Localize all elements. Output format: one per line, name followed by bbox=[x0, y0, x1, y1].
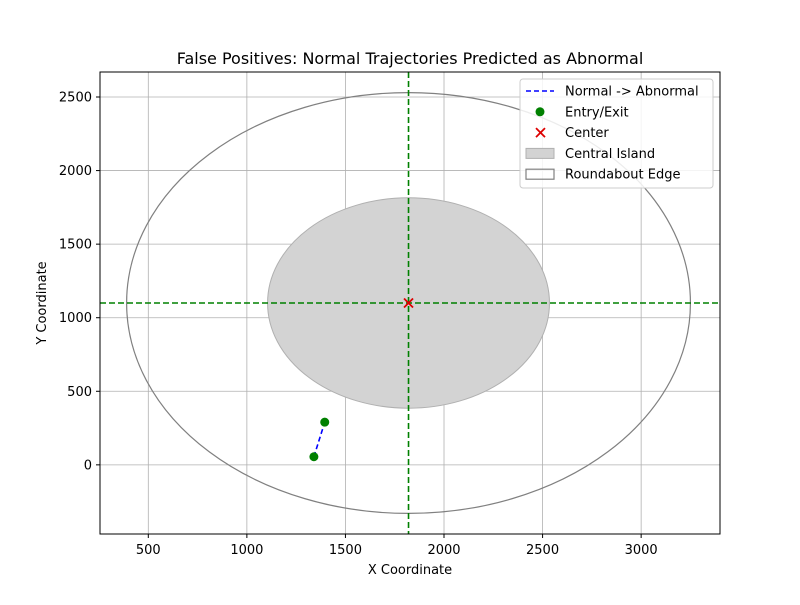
y-tick-label: 1500 bbox=[59, 238, 92, 253]
x-tick-label: 1000 bbox=[230, 543, 263, 558]
x-tick-label: 2500 bbox=[526, 543, 559, 558]
legend-box bbox=[519, 78, 714, 189]
legend-label: Central Island bbox=[565, 147, 655, 162]
x-tick-label: 3000 bbox=[625, 543, 658, 558]
legend-label: Entry/Exit bbox=[565, 105, 629, 120]
legend-item: Normal -> Abnormal bbox=[526, 85, 699, 100]
entry-exit-point bbox=[320, 417, 330, 427]
legend-item: Central Island bbox=[525, 147, 655, 162]
y-tick-label: 2000 bbox=[59, 164, 92, 179]
y-tick-label: 500 bbox=[67, 385, 92, 400]
plot-frame bbox=[99, 71, 721, 535]
legend-label: Roundabout Edge bbox=[565, 168, 681, 183]
chart-title: False Positives: Normal Trajectories Pre… bbox=[177, 49, 644, 68]
legend-item: Roundabout Edge bbox=[525, 168, 681, 183]
center-marker-stroke bbox=[403, 297, 414, 309]
center-marker bbox=[403, 297, 414, 309]
plot-layer bbox=[100, 72, 720, 534]
x-tick-label: 1500 bbox=[329, 543, 362, 558]
entry-exit-point bbox=[309, 452, 319, 462]
x-axis-label: X Coordinate bbox=[368, 563, 452, 578]
ticks-layer: 500 1000 1500 2000 2500 3000 0 500 1000 1500 2000 2… bbox=[59, 91, 658, 558]
x-tick-label: 2000 bbox=[427, 543, 460, 558]
legend-label: Normal -> Abnormal bbox=[565, 85, 699, 100]
x-tick-label: 500 bbox=[136, 543, 161, 558]
trajectory-line bbox=[313, 421, 326, 457]
y-axis-label: Y Coordinate bbox=[35, 261, 50, 345]
legend: Normal -> Abnormal Entry/Exit Center Centra… bbox=[519, 78, 714, 189]
legend-item: Entry/Exit bbox=[535, 105, 629, 120]
y-tick-label: 0 bbox=[84, 458, 92, 473]
legend-x-swatch bbox=[535, 127, 546, 138]
y-tick-label: 1000 bbox=[59, 311, 92, 326]
legend-dot-swatch bbox=[535, 107, 545, 117]
y-tick-label: 2500 bbox=[59, 91, 92, 106]
legend-patch-swatch bbox=[525, 168, 555, 180]
legend-item: Center bbox=[535, 126, 609, 141]
legend-label: Center bbox=[565, 126, 609, 141]
legend-patch-swatch bbox=[525, 147, 555, 159]
